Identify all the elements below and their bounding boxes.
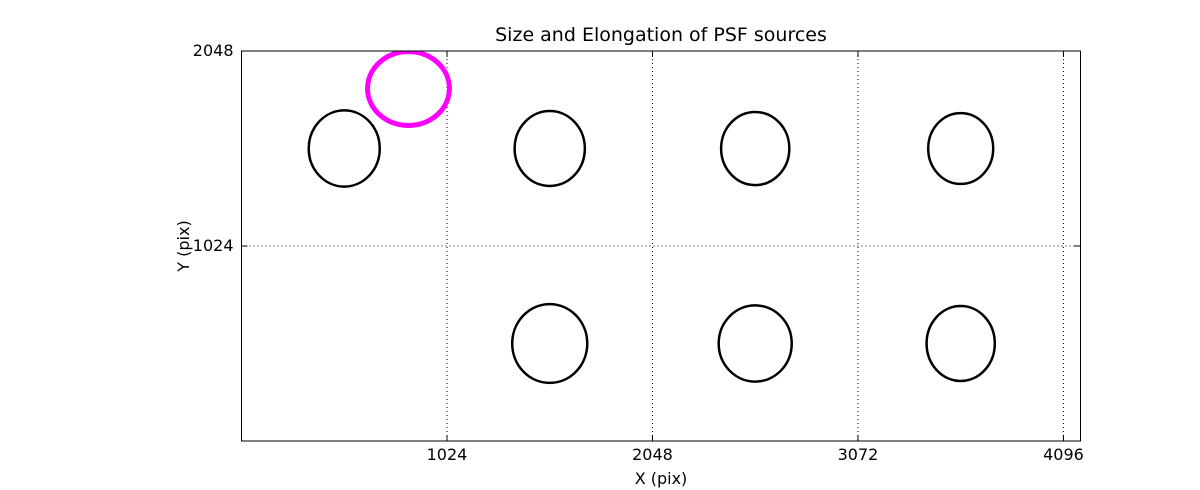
plot-title: Size and Elongation of PSF sources — [495, 24, 827, 46]
y-tick-label-2048: 2048 — [193, 41, 234, 60]
psf-source-ellipse — [307, 109, 382, 188]
y-axis-label: Y (pix) — [174, 220, 193, 272]
psf-source-ellipse — [925, 304, 997, 383]
x-tick-label-2048: 2048 — [632, 445, 673, 464]
x-tick-label-1024: 1024 — [427, 445, 468, 464]
x-tick-label-3072: 3072 — [838, 445, 879, 464]
axes-frame — [241, 50, 1081, 442]
tick-marks — [241, 50, 1081, 441]
y-tick-label-1024: 1024 — [193, 236, 234, 255]
psf-source-ellipses — [307, 51, 997, 385]
psf-source-ellipse — [717, 304, 793, 383]
psf-source-ellipse — [513, 109, 587, 188]
x-axis-label: X (pix) — [635, 469, 688, 488]
tick-labels: 1024 2048 3072 4096 1024 2048 — [193, 41, 1084, 464]
psf-source-ellipse — [926, 111, 995, 186]
psf-source-ellipse — [719, 110, 791, 187]
psf-source-ellipse — [510, 302, 589, 385]
highlighted-psf-ellipse — [365, 51, 452, 128]
gridlines — [241, 50, 1081, 441]
x-tick-label-4096: 4096 — [1043, 445, 1084, 464]
